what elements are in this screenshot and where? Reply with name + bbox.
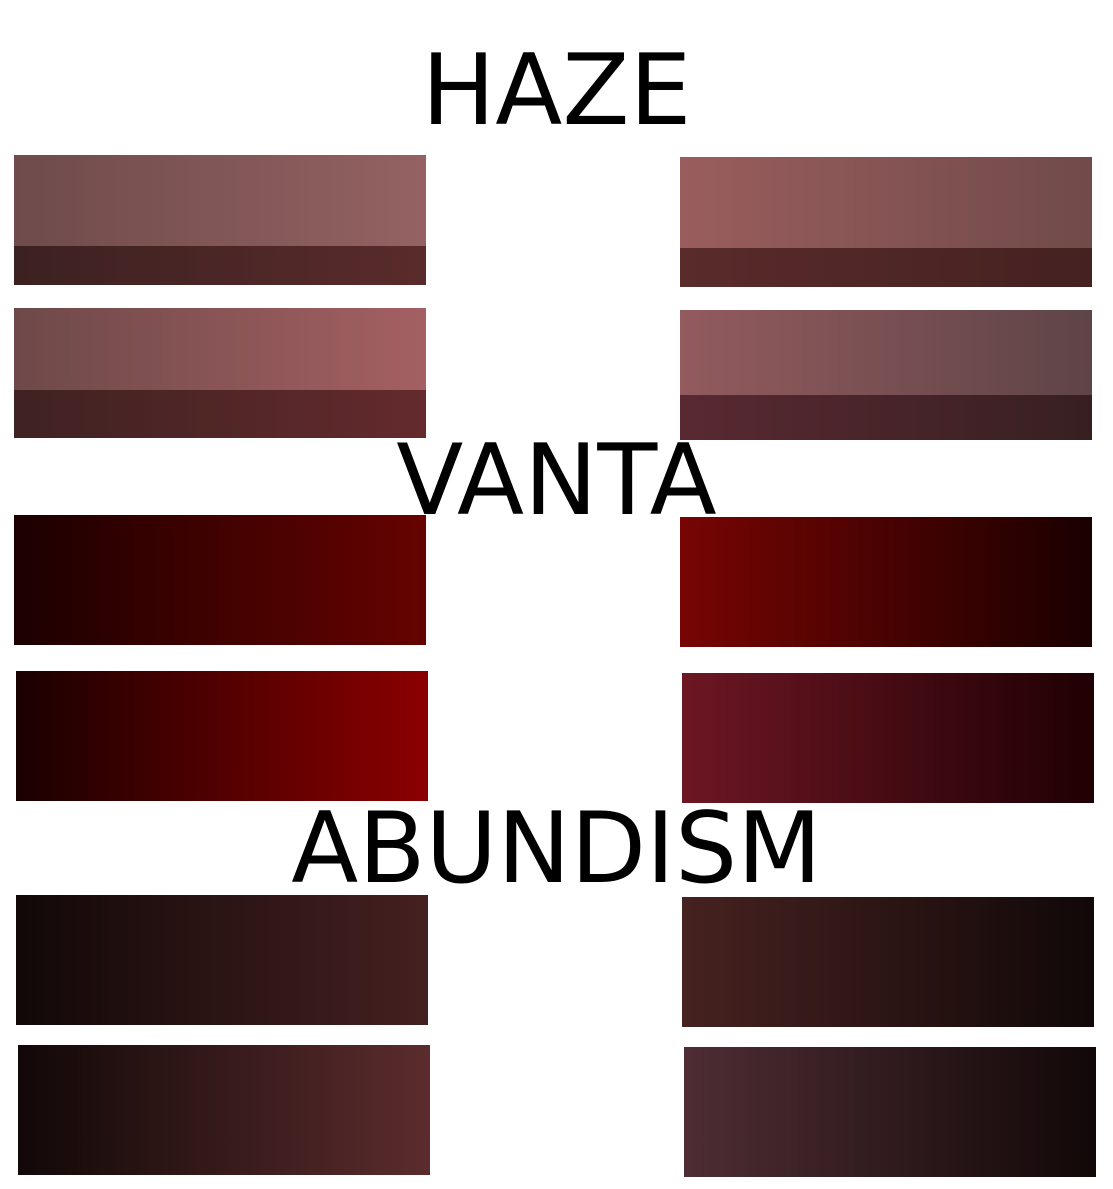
abundism-swatch-2 — [682, 897, 1094, 1027]
haze-swatch-4 — [680, 310, 1092, 440]
haze-swatch-2 — [680, 157, 1092, 287]
haze-swatch-3 — [14, 308, 426, 438]
haze-swatch-3-shadow-band — [14, 390, 426, 438]
section-title-abundism: ABUNDISM — [291, 792, 822, 906]
vanta-swatch-1 — [14, 515, 426, 645]
abundism-swatch-1 — [16, 895, 428, 1025]
haze-swatch-1-shadow-band — [14, 246, 426, 285]
vanta-swatch-4 — [682, 673, 1094, 803]
abundism-swatch-3 — [18, 1045, 430, 1175]
vanta-swatch-2 — [680, 517, 1092, 647]
haze-swatch-4-shadow-band — [680, 395, 1092, 440]
section-title-haze: HAZE — [421, 34, 692, 148]
abundism-swatch-4 — [684, 1047, 1096, 1177]
section-title-vanta: VANTA — [396, 424, 717, 538]
haze-swatch-1 — [14, 155, 426, 285]
vanta-swatch-3 — [16, 671, 428, 801]
haze-swatch-2-shadow-band — [680, 248, 1092, 287]
